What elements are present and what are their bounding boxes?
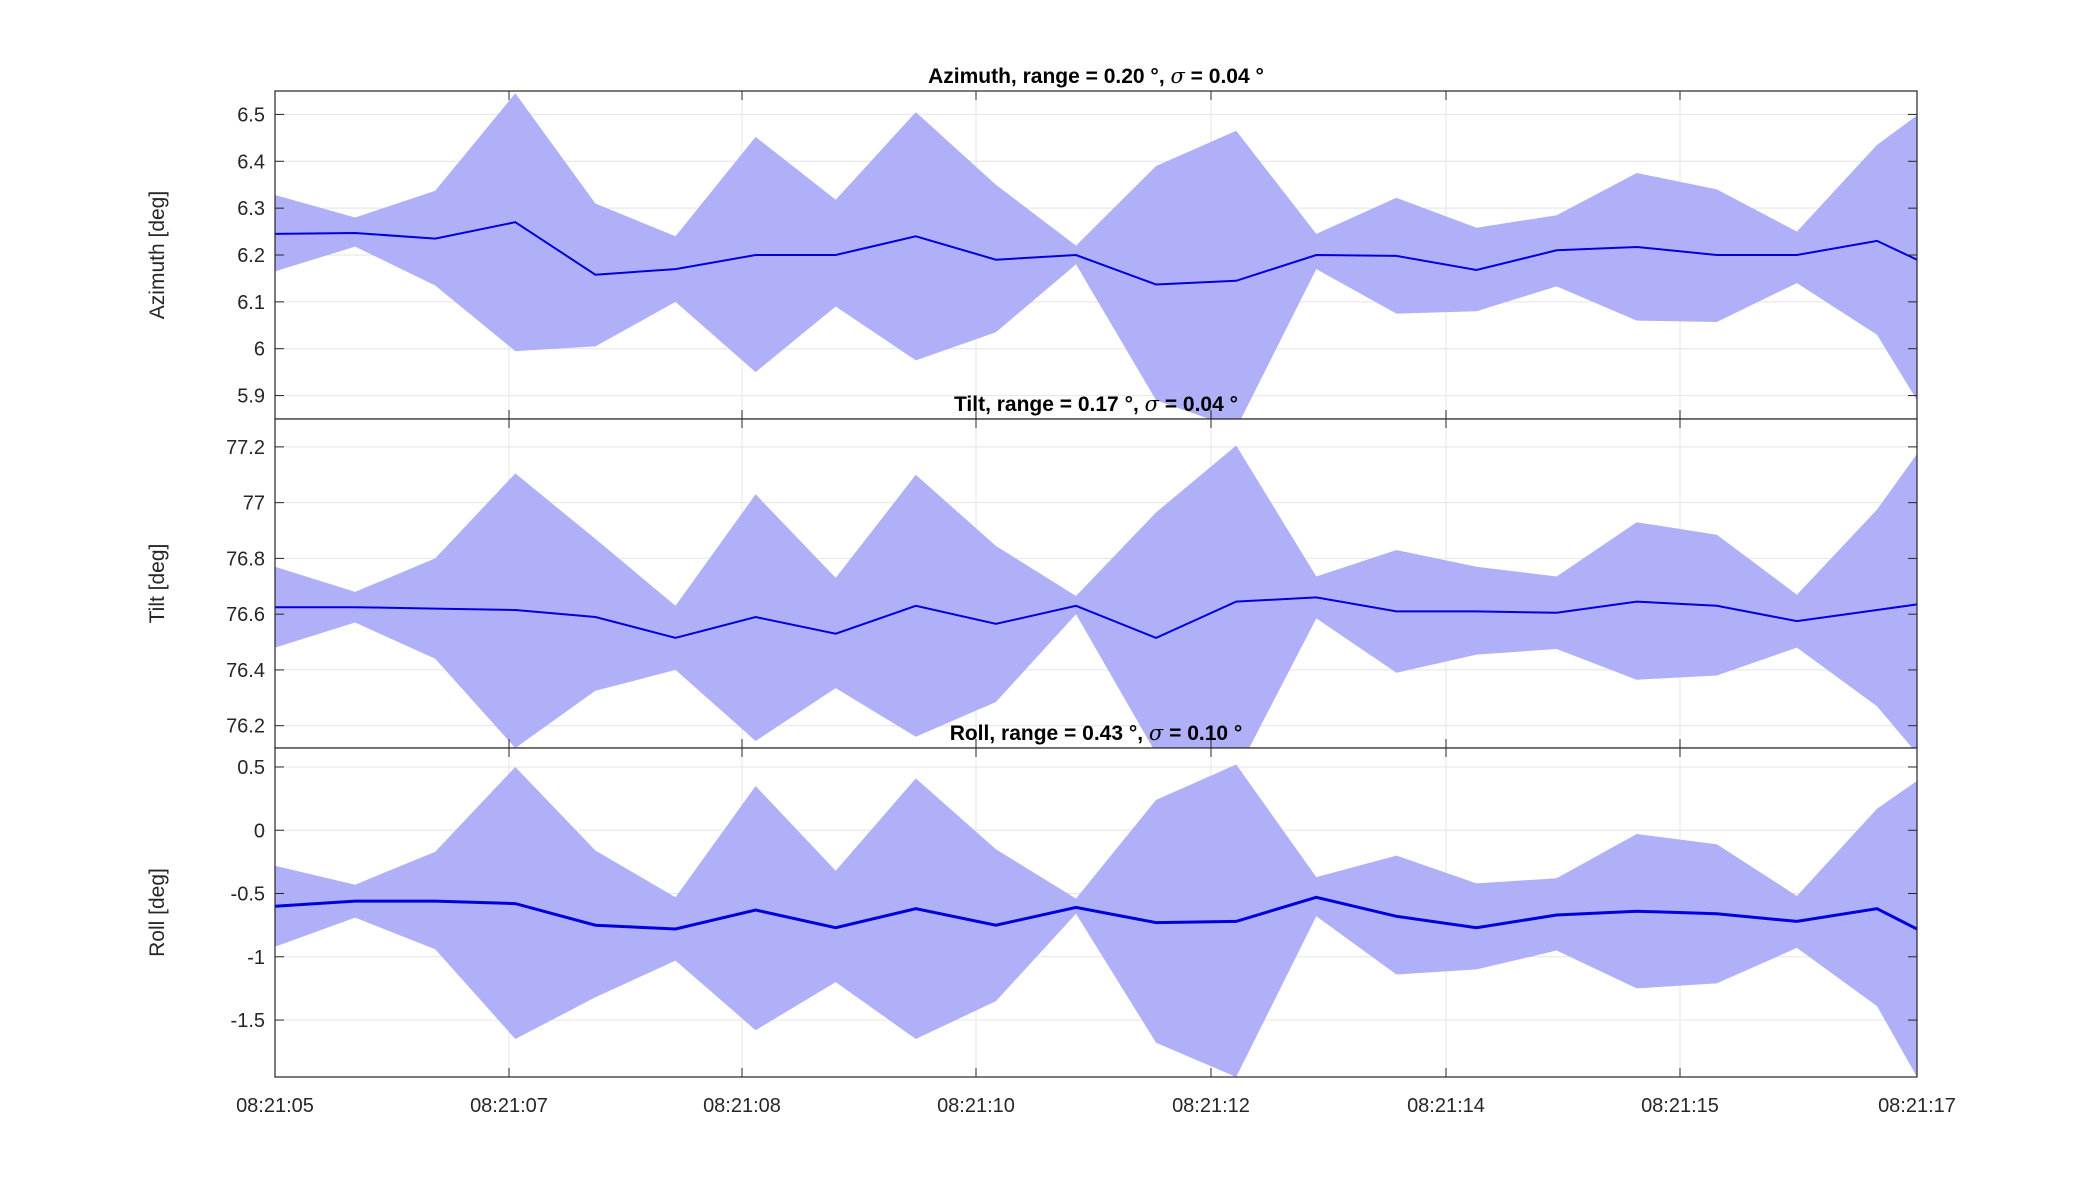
title-prefix: Roll, range = 0.43 °, — [950, 722, 1149, 745]
y-axis-label: Tilt [deg] — [146, 544, 169, 624]
title-prefix: Azimuth, range = 0.20 °, — [928, 65, 1170, 88]
title-sigma: σ — [1145, 392, 1160, 416]
y-tick-label: 76.4 — [226, 660, 265, 682]
x-tick-label: 08:21:08 — [703, 1095, 781, 1117]
y-tick-label: -1.5 — [231, 1010, 265, 1032]
title-suffix: = 0.10 ° — [1163, 722, 1242, 745]
y-tick-label: -1 — [247, 947, 265, 969]
x-tick-label: 08:21:07 — [470, 1095, 548, 1117]
x-tick-label: 08:21:14 — [1407, 1095, 1485, 1117]
mean-line — [275, 895, 1917, 931]
panel-title: Roll, range = 0.43 °, σ = 0.10 ° — [950, 721, 1243, 745]
panel-3: -1.5 -1 -0.5 0 0.5 Roll [deg] Roll, range = 0.… — [146, 721, 1918, 1078]
title-suffix: = 0.04 ° — [1185, 65, 1264, 88]
x-tick-label: 08:21:17 — [1878, 1095, 1956, 1117]
variation-band — [275, 445, 1917, 748]
mean-line — [275, 221, 1917, 286]
y-tick-label: 6.2 — [237, 245, 265, 267]
y-tick-label: 6.5 — [237, 104, 265, 126]
y-tick-label: 76.6 — [226, 604, 265, 626]
y-tick-label: 76.8 — [226, 548, 265, 570]
variation-band — [275, 93, 1917, 419]
title-sigma: σ — [1149, 721, 1164, 745]
title-sigma: σ — [1171, 64, 1186, 88]
panel-title: Azimuth, range = 0.20 °, σ = 0.04 ° — [928, 64, 1264, 88]
panel-1: 5.9 6 6.1 6.2 6.3 6.4 6.5 Azimuth [deg] Azimuth,… — [146, 64, 1918, 420]
x-tick-label: 08:21:05 — [236, 1095, 314, 1117]
y-tick-label: 6 — [254, 339, 265, 361]
axes-box — [274, 747, 1918, 1078]
y-tick-label: 77.2 — [226, 437, 265, 459]
x-tick-label: 08:21:10 — [937, 1095, 1015, 1117]
panel-2: 76.2 76.4 76.6 76.8 77 77.2 Tilt [deg] Tilt, ra… — [146, 392, 1918, 749]
variation-band — [275, 764, 1917, 1077]
y-tick-label: 6.4 — [237, 151, 265, 173]
y-tick-label: 76.2 — [226, 716, 265, 738]
x-tick-label: 08:21:15 — [1641, 1095, 1719, 1117]
y-axis-label: Roll [deg] — [146, 868, 169, 957]
y-tick-label: 0 — [254, 820, 265, 842]
y-tick-label: 6.1 — [237, 292, 265, 314]
y-tick-label: 77 — [243, 493, 265, 515]
y-tick-label: 0.5 — [237, 757, 265, 779]
y-tick-label: 5.9 — [237, 386, 265, 408]
x-tick-label: 08:21:12 — [1172, 1095, 1250, 1117]
y-axis-label: Azimuth [deg] — [146, 191, 169, 319]
title-suffix: = 0.04 ° — [1159, 393, 1238, 416]
mean-line — [275, 596, 1917, 639]
panel-title: Tilt, range = 0.17 °, σ = 0.04 ° — [954, 392, 1238, 416]
title-prefix: Tilt, range = 0.17 °, — [954, 393, 1145, 416]
y-tick-label: 6.3 — [237, 198, 265, 220]
y-tick-label: -0.5 — [231, 884, 265, 906]
